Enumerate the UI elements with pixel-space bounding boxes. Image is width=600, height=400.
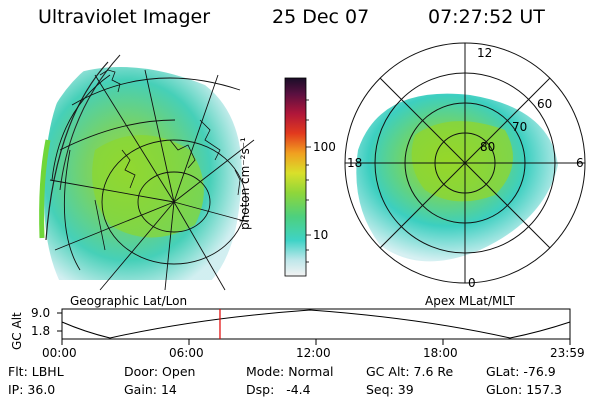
mlt-label-12: 12: [477, 46, 493, 60]
status-gain: Gain: 14: [124, 382, 177, 397]
geo-panel: [39, 54, 255, 291]
status-glon: GLon: 157.3: [486, 382, 562, 397]
orbit-xtick: 00:00: [42, 346, 77, 360]
apex-panel: [344, 42, 586, 284]
colorbar-tick-10: 10: [313, 228, 329, 242]
time: 07:27:52 UT: [428, 6, 545, 28]
mlt-label-18: 18: [347, 156, 363, 170]
orbit-xtick: 18:00: [423, 346, 458, 360]
colorbar: [284, 77, 311, 277]
date: 25 Dec 07: [272, 6, 370, 28]
status-mode: Mode: Normal: [246, 364, 334, 379]
status-dsp: Dsp: -4.4: [246, 382, 311, 397]
status-glat: GLat: -76.9: [486, 364, 556, 379]
orbit-ylabel: GC Alt: [10, 312, 24, 350]
colorbar-tick-100: 100: [313, 140, 336, 154]
geo-panel-label: Geographic Lat/Lon: [70, 294, 188, 308]
orbit-xtick: 23:59: [550, 346, 585, 360]
orbit-ytick-bottom: 1.8: [31, 324, 51, 338]
lat-label-70: 70: [512, 120, 528, 134]
status-flt: Flt: LBHL: [8, 364, 64, 379]
mlt-label-0: 0: [468, 276, 476, 290]
orbit-xtick: 06:00: [169, 346, 204, 360]
orbit-ytick-top: 9.0: [31, 306, 51, 320]
colorbar-unit-label: photon cm⁻²s⁻¹: [238, 137, 252, 230]
title: Ultraviolet Imager: [38, 6, 211, 28]
status-door: Door: Open: [124, 364, 196, 379]
lat-label-60: 60: [537, 97, 553, 111]
status-seq: Seq: 39: [366, 382, 414, 397]
lat-label-80: 80: [480, 140, 496, 154]
orbit-plot: [57, 308, 571, 345]
status-ip: IP: 36.0: [8, 382, 56, 397]
apex-panel-label: Apex MLat/MLT: [425, 294, 515, 308]
orbit-xtick: 12:00: [296, 346, 331, 360]
mlt-label-6: 6: [576, 156, 584, 170]
status-gcalt: GC Alt: 7.6 Re: [366, 364, 454, 379]
